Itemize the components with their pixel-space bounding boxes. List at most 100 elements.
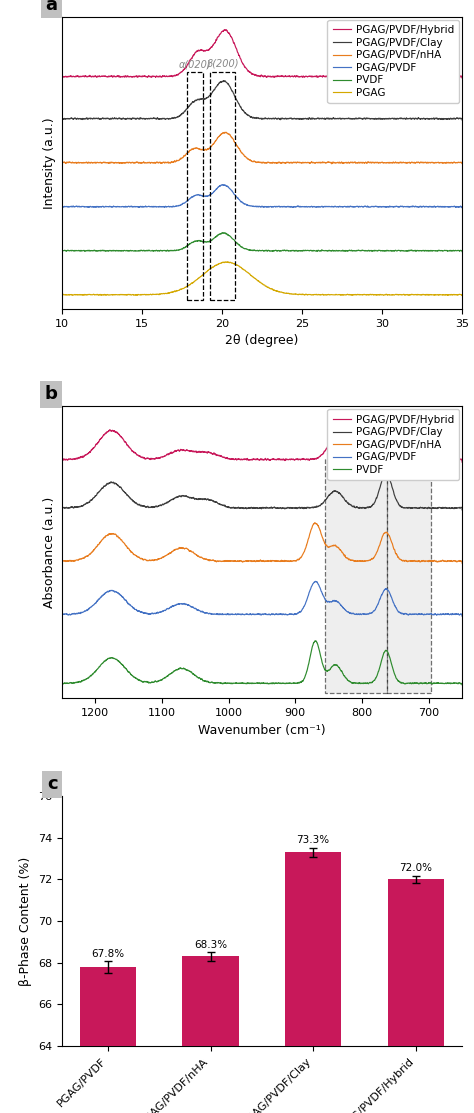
PGAG/PVDF/Hybrid xyxy=(128,70,134,83)
PGAG/PVDF xyxy=(459,201,465,215)
PGAG/PVDF/Clay xyxy=(459,114,465,127)
PVDF xyxy=(59,679,64,692)
PVDF xyxy=(128,668,134,681)
PGAG/PVDF/nHA xyxy=(230,554,236,568)
PGAG/PVDF/Clay xyxy=(212,81,218,95)
Text: 67.8%: 67.8% xyxy=(91,948,125,958)
PGAG/PVDF/Clay xyxy=(128,112,134,126)
PGAG/PVDF/nHA xyxy=(312,516,318,530)
PGAG/PVDF/Hybrid xyxy=(223,23,228,37)
Bar xyxy=(210,72,235,301)
PGAG/PVDF xyxy=(128,599,134,612)
PGAG/PVDF/Clay xyxy=(221,73,227,87)
PGAG xyxy=(459,289,465,303)
PGAG/PVDF/Hybrid xyxy=(452,453,457,466)
Text: 72.0%: 72.0% xyxy=(399,863,432,873)
PGAG xyxy=(409,288,414,302)
Line: PVDF: PVDF xyxy=(62,233,462,252)
PVDF xyxy=(230,233,236,246)
PGAG/PVDF xyxy=(409,200,414,214)
PVDF xyxy=(59,245,64,258)
PGAG/PVDF/Hybrid xyxy=(104,70,110,83)
PGAG/PVDF/Hybrid xyxy=(452,70,457,83)
Line: PGAG/PVDF: PGAG/PVDF xyxy=(62,581,462,617)
Bar xyxy=(325,459,387,692)
PVDF xyxy=(409,677,414,690)
PGAG/PVDF xyxy=(459,610,465,623)
Legend: PGAG/PVDF/Hybrid, PGAG/PVDF/Clay, PGAG/PVDF/nHA, PGAG/PVDF, PVDF: PGAG/PVDF/Hybrid, PGAG/PVDF/Clay, PGAG/P… xyxy=(328,410,459,480)
PGAG xyxy=(59,289,64,303)
PGAG/PVDF xyxy=(452,199,457,213)
PGAG/PVDF/Clay xyxy=(459,503,465,516)
PVDF xyxy=(312,634,318,648)
PGAG/PVDF/Clay xyxy=(104,112,110,126)
PGAG xyxy=(104,288,110,302)
Legend: PGAG/PVDF/Hybrid, PGAG/PVDF/Clay, PGAG/PVDF/nHA, PGAG/PVDF, PVDF, PGAG: PGAG/PVDF/Hybrid, PGAG/PVDF/Clay, PGAG/P… xyxy=(328,20,459,104)
PGAG/PVDF/Hybrid xyxy=(104,425,110,439)
PGAG/PVDF xyxy=(230,185,236,198)
Line: PGAG/PVDF/nHA: PGAG/PVDF/nHA xyxy=(62,132,462,164)
PGAG xyxy=(128,288,134,302)
PVDF xyxy=(212,230,218,244)
PGAG/PVDF/nHA xyxy=(104,529,110,542)
PGAG/PVDF/Hybrid xyxy=(59,71,64,85)
PGAG/PVDF/nHA xyxy=(459,556,465,570)
PGAG/PVDF/Hybrid xyxy=(59,455,64,469)
Text: c: c xyxy=(47,776,58,794)
Line: PGAG: PGAG xyxy=(62,262,462,296)
Bar xyxy=(285,853,341,1046)
PGAG/PVDF/Hybrid xyxy=(383,413,389,426)
PGAG/PVDF xyxy=(59,200,64,214)
Y-axis label: β-Phase Content (%): β-Phase Content (%) xyxy=(19,856,32,986)
PGAG/PVDF xyxy=(409,608,414,621)
Line: PGAG/PVDF/nHA: PGAG/PVDF/nHA xyxy=(62,523,462,563)
PGAG/PVDF/Clay xyxy=(452,502,457,515)
Text: β: β xyxy=(353,446,360,456)
Line: PVDF: PVDF xyxy=(62,641,462,686)
PGAG/PVDF xyxy=(59,609,64,622)
PVDF xyxy=(128,244,134,257)
PGAG/PVDF/Clay xyxy=(230,501,236,514)
Line: PGAG/PVDF: PGAG/PVDF xyxy=(62,185,462,208)
Bar xyxy=(387,459,431,692)
PVDF xyxy=(459,678,465,691)
PGAG/PVDF/nHA xyxy=(104,156,110,169)
Line: PGAG/PVDF/Hybrid: PGAG/PVDF/Hybrid xyxy=(62,30,462,78)
PVDF xyxy=(459,245,465,258)
Line: PGAG/PVDF/Clay: PGAG/PVDF/Clay xyxy=(62,473,462,510)
Text: α(020): α(020) xyxy=(179,59,212,69)
PGAG/PVDF/nHA xyxy=(212,135,218,148)
PGAG/PVDF/nHA xyxy=(409,156,414,169)
PGAG/PVDF/Clay xyxy=(230,85,236,98)
Text: 68.3%: 68.3% xyxy=(194,939,227,949)
PGAG/PVDF/nHA xyxy=(59,556,64,570)
PGAG xyxy=(230,256,236,269)
PGAG/PVDF/Clay xyxy=(59,114,64,127)
PGAG/PVDF/nHA xyxy=(128,545,134,559)
PGAG/PVDF xyxy=(212,184,218,197)
Y-axis label: Intensity (a.u.): Intensity (a.u.) xyxy=(43,117,56,208)
PGAG/PVDF/nHA xyxy=(452,554,457,568)
PGAG xyxy=(212,259,218,273)
PGAG/PVDF/nHA xyxy=(128,156,134,169)
PGAG/PVDF/Hybrid xyxy=(212,449,218,462)
PGAG/PVDF xyxy=(219,178,225,191)
PGAG/PVDF/Clay xyxy=(452,112,457,126)
PGAG/PVDF/nHA xyxy=(452,156,457,169)
Text: 73.3%: 73.3% xyxy=(297,835,330,845)
Bar xyxy=(80,967,136,1046)
PGAG xyxy=(452,288,457,302)
PGAG/PVDF/nHA xyxy=(409,554,414,568)
PVDF xyxy=(230,677,236,690)
PVDF xyxy=(212,677,218,690)
PGAG/PVDF/nHA xyxy=(459,157,465,170)
PGAG/PVDF/Clay xyxy=(104,477,110,491)
PGAG/PVDF/nHA xyxy=(222,126,228,139)
Bar xyxy=(388,879,444,1046)
PGAG/PVDF/Clay xyxy=(409,112,414,126)
Text: β(200): β(200) xyxy=(206,59,238,69)
PVDF xyxy=(104,652,110,666)
X-axis label: 2θ (degree): 2θ (degree) xyxy=(225,334,299,347)
PGAG/PVDF/Clay xyxy=(383,466,389,480)
Line: PGAG/PVDF/Hybrid: PGAG/PVDF/Hybrid xyxy=(62,420,462,462)
